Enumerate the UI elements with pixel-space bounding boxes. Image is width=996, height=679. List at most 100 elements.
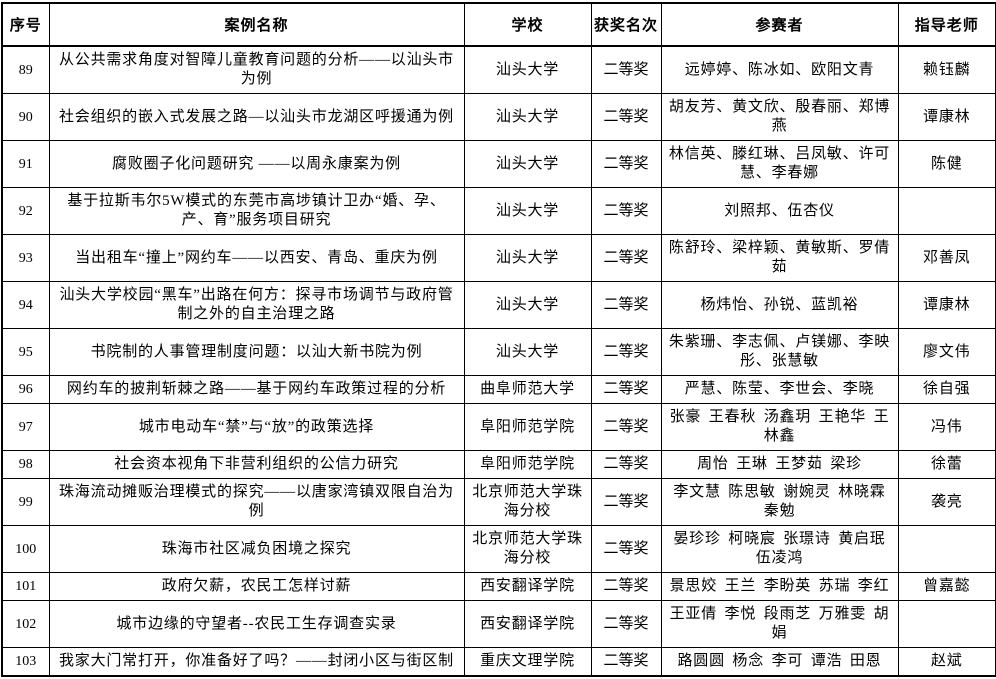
cell-index: 93	[1, 234, 50, 282]
table-row: 98 社会资本视角下非营利组织的公信力研究 阜阳师范学院 二等奖 周怡 王琳 王梦茹 梁…	[1, 450, 996, 479]
cell-participants: 李文慧 陈思敏 谢婉灵 林晓霖 秦勉	[660, 478, 899, 526]
header-participants: 参赛者	[660, 2, 899, 47]
cell-award: 二等奖	[590, 328, 662, 376]
cell-participants: 张豪 王春秋 汤鑫玥 王艳华 王林鑫	[660, 403, 899, 451]
cell-school: 汕头大学	[463, 328, 592, 376]
cell-case-name: 基于拉斯韦尔5W模式的东莞市高埗镇计卫办“婚、孕、产、育”服务项目研究	[48, 187, 465, 235]
table-row: 95 书院制的人事管理制度问题：以汕大新书院为例 汕头大学 二等奖 朱紫珊、李志佩、卢镁…	[1, 328, 996, 376]
table-row: 93 当出租车“撞上”网约车——以西安、青岛、重庆为例 汕头大学 二等奖 陈舒玲、梁梓颖…	[1, 234, 996, 282]
header-award: 获奖名次	[590, 2, 662, 47]
cell-advisor: 赖钰麟	[897, 45, 996, 94]
cell-case-name: 城市电动车“禁”与“放”的政策选择	[48, 403, 465, 451]
cell-index: 96	[1, 375, 50, 404]
cell-case-name: 社会组织的嵌入式发展之路—以汕头市龙湖区呼援通为例	[48, 93, 465, 141]
cell-case-name: 珠海流动摊贩治理模式的探究——以唐家湾镇双限自治为例	[48, 478, 465, 526]
cell-advisor: 徐自强	[897, 375, 996, 404]
cell-case-name: 珠海市社区减负困境之探究	[48, 525, 465, 573]
cell-index: 91	[1, 140, 50, 188]
cell-index: 92	[1, 187, 50, 235]
table-row: 89 从公共需求角度对智障儿童教育问题的分析——以汕头市为例 汕头大学 二等奖 远婷婷、…	[1, 45, 996, 94]
cell-school: 北京师范大学珠海分校	[463, 525, 592, 573]
cell-index: 99	[1, 478, 50, 526]
cell-award: 二等奖	[590, 600, 662, 648]
cell-advisor: 曾嘉懿	[897, 572, 996, 601]
cell-participants: 晏珍珍 柯晓宸 张璟诗 黄启珉 伍凌鸿	[660, 525, 899, 573]
cell-advisor	[897, 187, 996, 235]
cell-advisor: 赵斌	[897, 647, 996, 677]
cell-award: 二等奖	[590, 525, 662, 573]
cell-case-name: 社会资本视角下非营利组织的公信力研究	[48, 450, 465, 479]
cell-award: 二等奖	[590, 450, 662, 479]
cell-school: 西安翻译学院	[463, 572, 592, 601]
cell-award: 二等奖	[590, 572, 662, 601]
cell-school: 汕头大学	[463, 187, 592, 235]
cell-school: 阜阳师范学院	[463, 403, 592, 451]
cell-award: 二等奖	[590, 403, 662, 451]
cell-school: 曲阜师范大学	[463, 375, 592, 404]
cell-participants: 景思姣 王兰 李盼英 苏瑞 李红	[660, 572, 899, 601]
cell-participants: 杨炜怡、孙锐、蓝凯裕	[660, 281, 899, 329]
table-row: 97 城市电动车“禁”与“放”的政策选择 阜阳师范学院 二等奖 张豪 王春秋 汤鑫玥 王…	[1, 403, 996, 451]
table-row: 94 汕头大学校园“黑车”出路在何方：探寻市场调节与政府管制之外的自主治理之路 汕头…	[1, 281, 996, 329]
table-body: 89 从公共需求角度对智障儿童教育问题的分析——以汕头市为例 汕头大学 二等奖 远婷婷、…	[1, 45, 996, 677]
cell-case-name: 汕头大学校园“黑车”出路在何方：探寻市场调节与政府管制之外的自主治理之路	[48, 281, 465, 329]
cell-index: 103	[1, 647, 50, 677]
cell-index: 97	[1, 403, 50, 451]
cell-index: 95	[1, 328, 50, 376]
cell-participants: 严慧、陈莹、李世会、李晓	[660, 375, 899, 404]
header-advisor: 指导老师	[897, 2, 996, 47]
header-index: 序号	[1, 2, 50, 47]
cell-case-name: 政府欠薪，农民工怎样讨薪	[48, 572, 465, 601]
cell-participants: 王亚倩 李悦 段雨芝 万雅雯 胡娟	[660, 600, 899, 648]
cell-advisor	[897, 525, 996, 573]
cell-award: 二等奖	[590, 45, 662, 94]
cell-case-name: 城市边缘的守望者--农民工生存调查实录	[48, 600, 465, 648]
cell-advisor: 徐蕾	[897, 450, 996, 479]
cell-school: 北京师范大学珠海分校	[463, 478, 592, 526]
cell-school: 阜阳师范学院	[463, 450, 592, 479]
cell-school: 汕头大学	[463, 45, 592, 94]
table-header-row: 序号 案例名称 学校 获奖名次 参赛者 指导老师	[1, 2, 996, 47]
table-row: 101 政府欠薪，农民工怎样讨薪 西安翻译学院 二等奖 景思姣 王兰 李盼英 苏瑞 李红…	[1, 572, 996, 601]
cell-case-name: 当出租车“撞上”网约车——以西安、青岛、重庆为例	[48, 234, 465, 282]
table-row: 90 社会组织的嵌入式发展之路—以汕头市龙湖区呼援通为例 汕头大学 二等奖 胡友芳、黄文…	[1, 93, 996, 141]
cell-index: 98	[1, 450, 50, 479]
cell-advisor: 陈健	[897, 140, 996, 188]
cell-index: 90	[1, 93, 50, 141]
header-school: 学校	[463, 2, 592, 47]
table-row: 99 珠海流动摊贩治理模式的探究——以唐家湾镇双限自治为例 北京师范大学珠海分校 二等…	[1, 478, 996, 526]
cell-advisor: 廖文伟	[897, 328, 996, 376]
cell-award: 二等奖	[590, 375, 662, 404]
cell-school: 汕头大学	[463, 234, 592, 282]
cell-participants: 陈舒玲、梁梓颖、黄敏斯、罗倩茹	[660, 234, 899, 282]
cell-participants: 周怡 王琳 王梦茹 梁珍	[660, 450, 899, 479]
cell-index: 102	[1, 600, 50, 648]
cell-school: 汕头大学	[463, 281, 592, 329]
cell-index: 100	[1, 525, 50, 573]
cell-award: 二等奖	[590, 281, 662, 329]
cell-advisor: 袭亮	[897, 478, 996, 526]
cell-award: 二等奖	[590, 93, 662, 141]
cell-award: 二等奖	[590, 478, 662, 526]
cell-participants: 朱紫珊、李志佩、卢镁娜、李映彤、张慧敏	[660, 328, 899, 376]
table-row: 92 基于拉斯韦尔5W模式的东莞市高埗镇计卫办“婚、孕、产、育”服务项目研究 汕头大…	[1, 187, 996, 235]
table-row: 100 珠海市社区减负困境之探究 北京师范大学珠海分校 二等奖 晏珍珍 柯晓宸 张璟诗 …	[1, 525, 996, 573]
cell-participants: 胡友芳、黄文欣、殷春丽、郑博燕	[660, 93, 899, 141]
cell-case-name: 书院制的人事管理制度问题：以汕大新书院为例	[48, 328, 465, 376]
cell-award: 二等奖	[590, 234, 662, 282]
cell-award: 二等奖	[590, 647, 662, 677]
cell-advisor: 邓善凤	[897, 234, 996, 282]
cell-school: 西安翻译学院	[463, 600, 592, 648]
cell-participants: 刘照邦、伍杏仪	[660, 187, 899, 235]
cell-school: 汕头大学	[463, 140, 592, 188]
cell-advisor	[897, 600, 996, 648]
table-row: 103 我家大门常打开，你准备好了吗？——封闭小区与街区制 重庆文理学院 二等奖 路圆圆…	[1, 647, 996, 677]
cell-index: 89	[1, 45, 50, 94]
cell-index: 101	[1, 572, 50, 601]
cell-participants: 路圆圆 杨念 李可 谭浩 田恩	[660, 647, 899, 677]
table-row: 91 腐败圈子化问题研究 ——以周永康案为例 汕头大学 二等奖 林信英、滕红琳、吕凤敏、…	[1, 140, 996, 188]
cell-award: 二等奖	[590, 187, 662, 235]
cell-index: 94	[1, 281, 50, 329]
